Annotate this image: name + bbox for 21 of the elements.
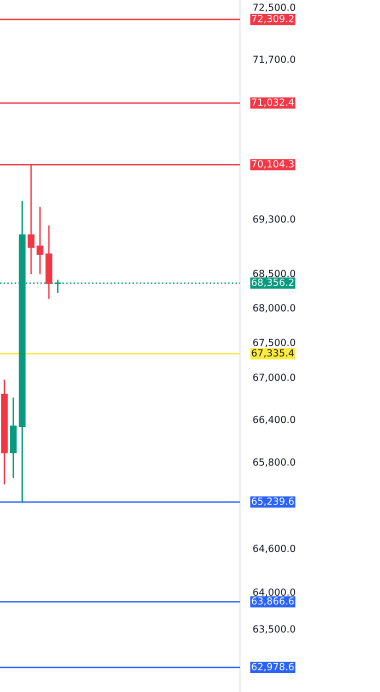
y-tick-label: 68,500.0: [253, 270, 296, 278]
y-tick-label: 72,500.0: [253, 4, 296, 12]
ref-line-label: 71,032.4: [252, 98, 294, 107]
candlestick: [36, 206, 44, 274]
y-tick-label: 68,000.0: [253, 304, 296, 312]
y-tick-label: 64,600.0: [253, 544, 296, 554]
ref-line-label: 70,104.3: [252, 160, 294, 169]
ref-line-label: 67,335.4: [252, 349, 294, 358]
y-tick-label: 63,500.0: [253, 625, 296, 634]
y-tick-label: 69,300.0: [253, 215, 296, 224]
y-tick-label: 64,000.0: [253, 588, 296, 597]
y-tick-label: 67,000.0: [253, 374, 296, 382]
ref-line-label: 65,239.6: [252, 497, 294, 506]
y-tick-label: 67,500.0: [253, 338, 296, 348]
ref-line-label: 62,978.6: [252, 662, 294, 672]
ref-line-label: 63,866.6: [252, 597, 294, 606]
ref-line-label: 68,356.2: [252, 278, 294, 287]
y-tick-label: 66,400.0: [253, 416, 296, 424]
y-tick-label: 71,700.0: [253, 56, 296, 64]
ref-line-label: 72,309.2: [252, 14, 294, 24]
y-tick-label: 65,800.0: [253, 458, 296, 467]
